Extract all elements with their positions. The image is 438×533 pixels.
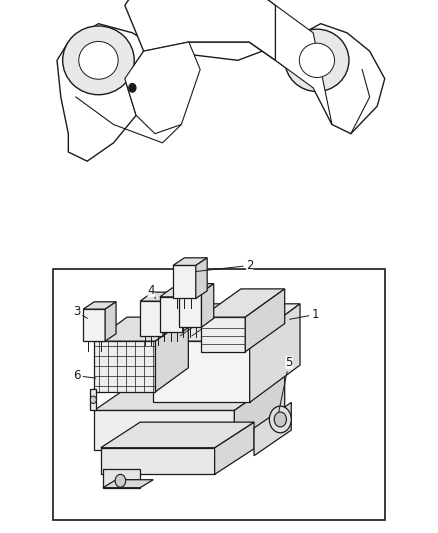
Circle shape [129, 84, 136, 92]
Ellipse shape [63, 26, 134, 95]
Text: 3: 3 [73, 305, 88, 318]
Text: 2: 2 [195, 259, 254, 272]
Polygon shape [105, 302, 116, 341]
Polygon shape [94, 376, 285, 410]
Text: 4: 4 [147, 284, 155, 298]
Polygon shape [140, 292, 175, 301]
Polygon shape [201, 289, 285, 317]
Polygon shape [250, 304, 300, 402]
Polygon shape [140, 301, 163, 336]
Polygon shape [196, 258, 207, 298]
Polygon shape [103, 469, 140, 488]
Polygon shape [57, 23, 385, 161]
Polygon shape [125, 0, 276, 60]
Ellipse shape [79, 42, 118, 79]
Polygon shape [83, 309, 105, 341]
Polygon shape [215, 422, 254, 474]
Polygon shape [103, 480, 153, 488]
Polygon shape [201, 317, 245, 352]
Polygon shape [83, 302, 116, 309]
Circle shape [269, 406, 291, 433]
Polygon shape [160, 288, 195, 297]
Bar [53, 269, 385, 520]
Polygon shape [254, 402, 291, 456]
Circle shape [115, 474, 126, 487]
Text: 5: 5 [279, 356, 293, 412]
Text: 6: 6 [73, 369, 96, 382]
Ellipse shape [285, 29, 349, 92]
Polygon shape [201, 284, 214, 327]
Polygon shape [101, 422, 254, 448]
Polygon shape [94, 317, 188, 341]
Ellipse shape [299, 43, 335, 77]
Polygon shape [163, 292, 175, 336]
Circle shape [90, 396, 96, 403]
Polygon shape [94, 341, 155, 392]
Polygon shape [125, 42, 200, 134]
Polygon shape [153, 341, 250, 402]
Polygon shape [155, 317, 188, 392]
Polygon shape [179, 293, 201, 327]
Polygon shape [90, 389, 96, 410]
Circle shape [274, 412, 286, 427]
Polygon shape [179, 284, 214, 293]
Polygon shape [173, 265, 196, 298]
Polygon shape [160, 297, 183, 332]
Polygon shape [245, 289, 285, 352]
Polygon shape [101, 448, 215, 474]
Polygon shape [234, 376, 285, 450]
Polygon shape [173, 258, 207, 265]
Polygon shape [276, 5, 332, 125]
Polygon shape [153, 304, 300, 341]
Text: 1: 1 [290, 308, 319, 321]
Polygon shape [183, 288, 195, 332]
Polygon shape [94, 410, 234, 450]
